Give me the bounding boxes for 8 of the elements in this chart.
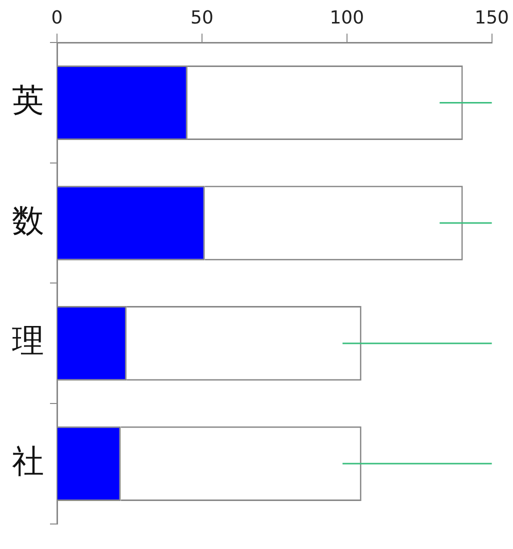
x-tick-label: 150: [474, 7, 509, 28]
y-tick-label: 社: [12, 442, 44, 480]
x-tick-label: 100: [330, 7, 364, 28]
x-tick-label: 0: [51, 7, 63, 28]
y-tick-label: 数: [12, 201, 44, 240]
x-tick-label: 50: [190, 7, 214, 28]
y-tick-label: 英: [12, 81, 44, 120]
y-tick-label: 理: [12, 322, 44, 360]
